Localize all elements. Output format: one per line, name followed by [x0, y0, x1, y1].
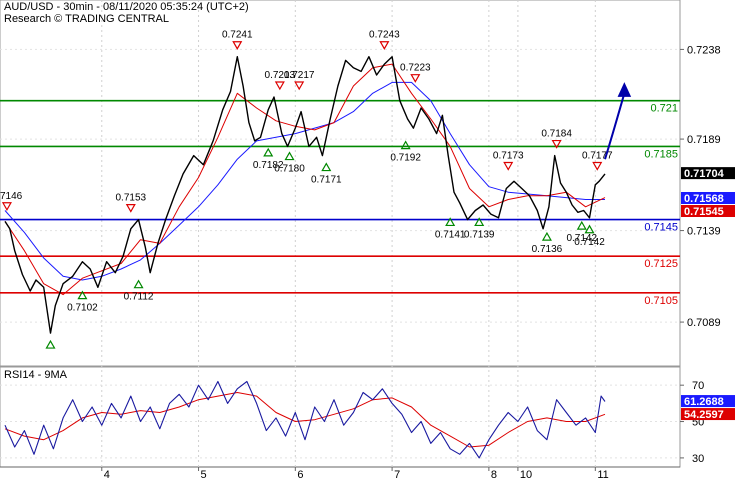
peak-marker [294, 81, 305, 91]
peak-marker [232, 41, 243, 50]
trough-marker [263, 147, 274, 157]
trough-marker [445, 217, 456, 227]
trough-label: 0.7142 [574, 237, 605, 248]
y-tick-label: 0.7189 [687, 134, 721, 146]
trough-label: 0.7192 [390, 153, 421, 164]
forecast-arrow-head [617, 82, 632, 97]
trough-label: 0.7141 [435, 229, 466, 240]
chart-title: AUD/USD - 30min - 08/11/2020 05:35:24 (U… [4, 1, 249, 13]
peak-label: 0.7217 [284, 70, 315, 81]
trough-label: 0.7112 [124, 292, 154, 303]
trough-label: 0.7180 [274, 164, 305, 175]
x-tick-label: 10 [520, 469, 532, 480]
trough-label: 0.7139 [464, 229, 495, 240]
level-label: 0.7185 [644, 148, 678, 160]
trough-label: 0.7142 [566, 233, 597, 244]
trough-label: 0.7182 [253, 160, 284, 171]
x-tick-label: 4 [104, 469, 110, 480]
price-tag-bg [681, 192, 735, 205]
forecast-arrow-shaft [604, 93, 626, 160]
price-line [4, 56, 606, 334]
trough-marker [474, 217, 485, 227]
chart-subtitle: Research © TRADING CENTRAL [4, 13, 169, 25]
trough-marker [576, 220, 587, 230]
level-label: 0.7105 [644, 295, 678, 307]
rsi-line [4, 380, 606, 459]
peak-label: 0.7243 [369, 30, 400, 41]
peak-label: 0.7146 [0, 191, 23, 202]
x-tick-label: 8 [491, 469, 497, 480]
level-label: 0.7145 [644, 222, 678, 234]
y-tick-label: 0.7089 [687, 317, 721, 329]
peak-label: 0.7213 [265, 70, 296, 81]
price-tag-bg [681, 205, 735, 218]
rsi-tag-bg [681, 395, 735, 408]
trough-marker [321, 162, 332, 172]
peak-marker [503, 161, 514, 171]
y-tick-label: 0.7238 [687, 44, 721, 56]
rsi-ma-line [4, 392, 606, 448]
peak-marker [274, 81, 285, 91]
peak-marker [125, 204, 136, 213]
rsi-tag-bg [681, 408, 735, 421]
peak-marker [551, 139, 562, 149]
price-tag: 0.71704 [684, 168, 725, 180]
peak-label: 0.7184 [541, 129, 572, 140]
peak-label: 0.7153 [116, 193, 147, 204]
x-tick-label: 11 [597, 469, 608, 480]
main-panel-frame [0, 0, 681, 367]
level-label: 0.721 [650, 103, 678, 115]
peak-marker [410, 74, 421, 83]
peak-label: 0.7241 [222, 30, 253, 41]
price-tag-bg [681, 167, 735, 180]
rsi-tick-label: 30 [692, 453, 704, 465]
peak-label: 0.7173 [493, 151, 524, 162]
trough-marker [284, 151, 295, 161]
rsi-tag: 54.2597 [684, 409, 724, 421]
x-tick-label: 7 [394, 469, 400, 480]
peak-marker [1, 202, 12, 211]
trough-marker [45, 339, 56, 349]
y-tick-label: 0.7139 [687, 226, 721, 238]
rsi-tick-label: 70 [692, 380, 704, 392]
price-tag: 0.71545 [684, 206, 724, 218]
trough-marker [541, 231, 552, 241]
trough-label: 0.7171 [311, 175, 342, 186]
peak-label: 0.7223 [400, 63, 431, 74]
price-tag: 0.71568 [684, 193, 724, 205]
trough-label: 0.7102 [67, 303, 98, 314]
rsi-title: RSI14 - 9MA [4, 369, 68, 381]
trough-marker [584, 224, 595, 234]
trough-label: 0.7136 [532, 244, 563, 255]
peak-label: 0.7177 [582, 151, 613, 162]
x-tick-label: 6 [297, 469, 303, 480]
x-tick-label: 5 [201, 469, 207, 480]
peak-marker [379, 41, 390, 50]
trough-marker [400, 140, 411, 150]
level-label: 0.7125 [644, 258, 678, 270]
rsi-tag: 61.2688 [684, 396, 724, 408]
peak-marker [592, 161, 603, 171]
trough-marker [77, 290, 88, 300]
trough-marker [133, 279, 144, 289]
